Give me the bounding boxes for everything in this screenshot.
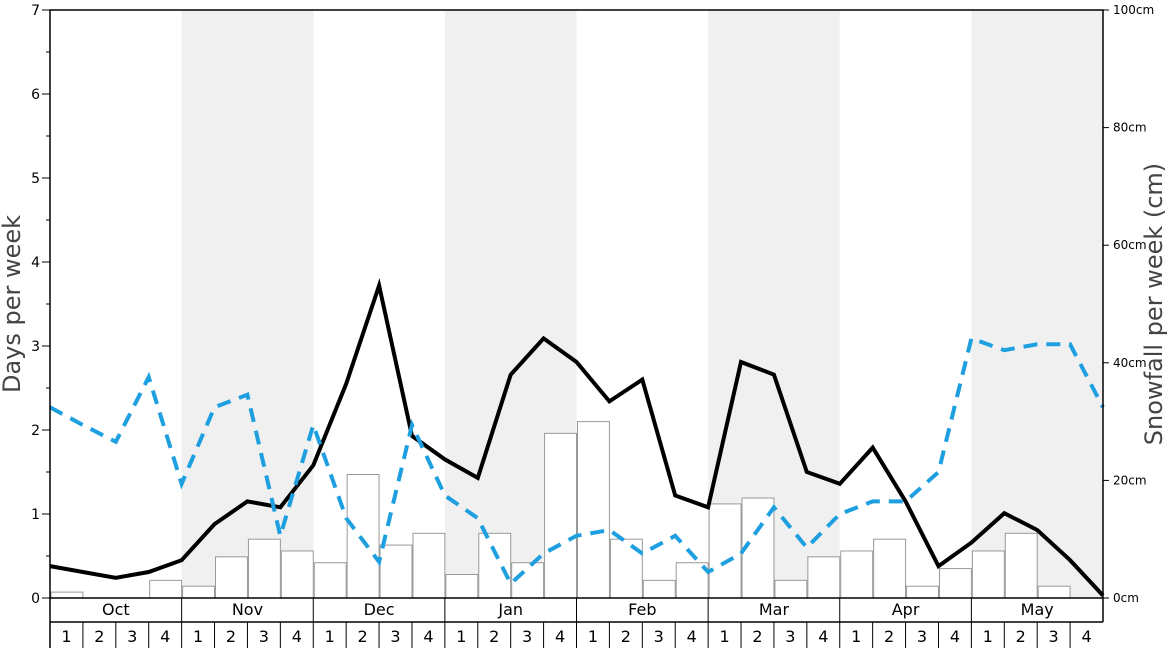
week-label: 1 [983,627,993,646]
week-label: 3 [522,627,532,646]
snowfall-bar [215,556,248,599]
snowfall-bar [873,538,907,599]
week-label: 4 [818,627,828,646]
week-label: 3 [917,627,927,646]
left-tick-label: 6 [31,87,40,103]
week-label: 1 [61,627,71,646]
week-label: 2 [226,627,236,646]
snowfall-bar [906,585,939,599]
week-label: 1 [193,627,203,646]
month-label: Jan [497,600,523,619]
snowfall-bar [280,550,314,599]
snowfall-bar [478,532,512,599]
left-tick-label: 4 [31,255,40,271]
right-axis: 0cm 20cm 40cm 60cm 80cm 100cm [1103,3,1154,605]
snowfall-bar [412,532,446,599]
snowfall-bar [149,579,183,599]
week-label: 1 [588,627,598,646]
month-label: May [1021,600,1054,619]
snowfall-bar [544,432,577,599]
month-label: Feb [628,600,656,619]
week-label: 1 [719,627,729,646]
snowfall-bar [1004,532,1038,599]
snowfall-bar [708,503,742,599]
week-label: 3 [127,627,137,646]
right-tick-label: 100cm [1113,3,1154,17]
month-shade-may [971,10,1103,598]
month-label: Apr [892,600,920,619]
week-label: 2 [1016,627,1026,646]
snowfall-bar [346,474,380,599]
week-label: 3 [1049,627,1059,646]
week-label: 2 [884,627,894,646]
left-axis: 0 1 2 3 4 5 6 7 [31,3,50,607]
right-tick-label: 60cm [1113,238,1147,252]
dashed-series-line [49,335,1105,587]
snowfall-bar [379,544,413,599]
month-shading [181,10,1103,598]
snowfall-bar [642,579,676,599]
snowfall-bar [50,591,84,599]
right-tick-label: 40cm [1113,356,1147,370]
snowfall-bar [774,579,808,599]
week-label: 3 [390,627,400,646]
snowfall-bar [971,550,1005,599]
week-label: 3 [259,627,269,646]
line-series [49,277,1105,597]
week-label: 2 [94,627,104,646]
left-tick-label: 7 [31,3,40,19]
week-label: 1 [325,627,335,646]
week-label: 4 [1081,627,1091,646]
solid-series-line [49,277,1105,597]
left-tick-label: 0 [31,591,40,607]
left-tick-label: 2 [31,423,40,439]
week-label: 4 [160,627,170,646]
snowfall-bar [182,585,216,599]
month-shade-nov [181,10,314,598]
week-label: 3 [654,627,664,646]
snowfall-bar [938,568,972,599]
month-week-axis: Oct 1 2 3 4 Nov 1 2 3 4 Dec 1 2 3 4 Jan 1 2 3 4 Feb 1 2 3 4 Mar 1 2… [49,598,1104,648]
month-label: Mar [759,600,790,619]
left-tick-label: 1 [31,507,40,523]
week-label: 2 [752,627,762,646]
snowfall-bar [1037,585,1071,599]
left-tick-label: 5 [31,171,40,187]
right-tick-label: 80cm [1113,121,1147,135]
week-label: 4 [687,627,697,646]
week-label: 1 [851,627,861,646]
snowfall-bars [50,421,1071,599]
week-label: 1 [456,627,466,646]
right-tick-label: 20cm [1113,473,1147,487]
left-tick-label: 3 [31,339,40,355]
week-label: 2 [621,627,631,646]
week-label: 2 [358,627,368,646]
snowfall-bar [807,556,841,599]
snowfall-bar [445,573,479,599]
month-label: Oct [102,600,130,619]
week-label: 2 [489,627,499,646]
week-label: 3 [785,627,795,646]
snowfall-bar [577,421,610,599]
snowfall-bar [840,550,874,599]
month-label: Dec [364,600,395,619]
left-axis-title: Days per week [0,215,26,393]
right-tick-label: 0cm [1113,591,1139,605]
month-label: Nov [232,600,263,619]
snowfall-bar [313,562,347,599]
snowfall-bar [247,538,281,599]
week-label: 4 [555,627,565,646]
week-label: 4 [423,627,433,646]
right-axis-title: Snowfall per week (cm) [1140,163,1168,445]
week-label: 4 [292,627,302,646]
week-label: 4 [950,627,960,646]
